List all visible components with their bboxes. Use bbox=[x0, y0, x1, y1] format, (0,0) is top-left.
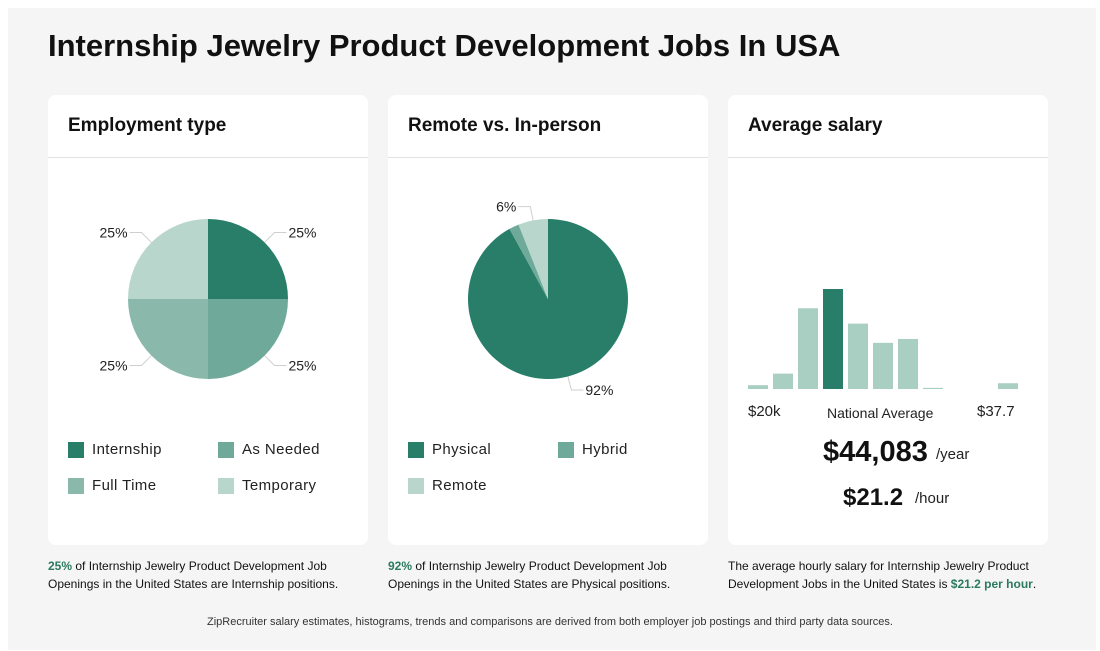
legend-swatch bbox=[68, 441, 84, 458]
caption-text: . bbox=[1032, 577, 1037, 591]
hourly-salary-value: $21.2 bbox=[843, 484, 904, 511]
national-average-label: National Average bbox=[827, 405, 934, 421]
salary-caption: The average hourly salary for Internship… bbox=[728, 557, 1048, 593]
card-divider bbox=[388, 157, 708, 158]
employment-type-caption: 25% of Internship Jewelry Product Develo… bbox=[48, 557, 368, 593]
histogram-bar bbox=[748, 385, 768, 389]
legend-temporary: Temporary bbox=[218, 477, 316, 494]
average-salary-title: Average salary bbox=[748, 115, 883, 136]
pie-label-physical: 92% bbox=[585, 382, 613, 398]
pie-label-leader bbox=[567, 376, 584, 391]
legend-label: Physical bbox=[432, 441, 492, 458]
pie-label-temporary: 25% bbox=[100, 225, 128, 241]
legend-swatch bbox=[558, 441, 574, 458]
caption-highlight: 25% bbox=[48, 559, 73, 573]
legend-remote: Remote bbox=[408, 477, 487, 494]
histogram-bar bbox=[848, 323, 868, 389]
histogram-bar bbox=[798, 308, 818, 389]
card-divider bbox=[48, 157, 368, 158]
legend-internship: Internship bbox=[68, 441, 162, 458]
pie-label-leader bbox=[129, 355, 152, 366]
caption-text: of Internship Jewelry Product Developmen… bbox=[48, 559, 339, 591]
pie-label-leader bbox=[518, 206, 534, 221]
employment-type-title: Employment type bbox=[68, 115, 227, 136]
employment-type-pie-chart: 25% 25% 25% 25% bbox=[100, 219, 316, 379]
caption-highlight: 92% bbox=[388, 559, 413, 573]
yearly-salary-value: $44,083 bbox=[823, 436, 928, 468]
legend-swatch bbox=[218, 441, 234, 458]
histogram-bar bbox=[898, 339, 918, 389]
legend-swatch bbox=[408, 477, 424, 494]
legend-label: As Needed bbox=[242, 441, 320, 458]
salary-max-label: $37.7 bbox=[977, 403, 1015, 420]
legend-swatch bbox=[218, 477, 234, 494]
pie-slice-internship bbox=[208, 219, 288, 299]
pie-slice-as-needed bbox=[208, 299, 288, 379]
histogram-bar bbox=[998, 383, 1018, 389]
caption-highlight: $21.2 per hour bbox=[950, 577, 1033, 591]
pie-label-leader bbox=[264, 355, 287, 366]
pie-label-internship: 25% bbox=[288, 225, 316, 241]
employment-type-card: Employment type 25% 25% 25% 25% Internship … bbox=[48, 95, 368, 545]
histogram-bar bbox=[873, 342, 893, 389]
page-title: Internship Jewelry Product Development J… bbox=[48, 28, 841, 63]
average-salary-card: Average salary $20k National Average $37… bbox=[728, 95, 1048, 545]
legend-hybrid: Hybrid bbox=[558, 441, 628, 458]
yearly-unit: /year bbox=[936, 446, 970, 463]
pie-label-as-needed: 25% bbox=[288, 357, 316, 373]
pie-label-leader bbox=[264, 232, 287, 243]
histogram-bar bbox=[773, 373, 793, 389]
remote-vs-in-person-pie-chart: 92% 6% bbox=[468, 199, 628, 398]
legend-label: Full Time bbox=[92, 477, 157, 494]
legend-label: Hybrid bbox=[582, 441, 628, 458]
legend-label: Remote bbox=[432, 477, 487, 494]
legend-physical: Physical bbox=[408, 441, 491, 458]
salary-histogram bbox=[748, 289, 1018, 389]
hourly-unit: /hour bbox=[915, 490, 950, 507]
caption-text: The average hourly salary for Internship… bbox=[728, 559, 1029, 591]
histogram-bar bbox=[823, 289, 843, 389]
legend-full-time: Full Time bbox=[68, 477, 156, 494]
pie-slice-full-time bbox=[128, 299, 208, 379]
pie-slice-remote bbox=[518, 219, 548, 299]
pie-slice-temporary bbox=[128, 219, 208, 299]
pie-slice-hybrid bbox=[509, 224, 548, 299]
remote-vs-in-person-card: Remote vs. In-person 92% 6% Physical Hybr… bbox=[388, 95, 708, 545]
card-divider bbox=[728, 157, 1048, 158]
remote-vs-in-person-title: Remote vs. In-person bbox=[408, 115, 602, 136]
remote-caption: 92% of Internship Jewelry Product Develo… bbox=[388, 557, 708, 593]
legend-label: Temporary bbox=[242, 477, 317, 494]
caption-text: of Internship Jewelry Product Developmen… bbox=[388, 559, 671, 591]
footer-disclaimer: ZipRecruiter salary estimates, histogram… bbox=[207, 616, 893, 628]
salary-min-label: $20k bbox=[748, 403, 781, 420]
legend-swatch bbox=[68, 477, 84, 494]
legend-swatch bbox=[408, 441, 424, 458]
pie-label-leader bbox=[129, 232, 152, 243]
legend-label: Internship bbox=[92, 441, 162, 458]
pie-label-full-time: 25% bbox=[100, 357, 128, 373]
histogram-bar bbox=[923, 387, 943, 389]
pie-label-remote: 6% bbox=[496, 199, 516, 215]
legend-as-needed: As Needed bbox=[218, 441, 320, 458]
